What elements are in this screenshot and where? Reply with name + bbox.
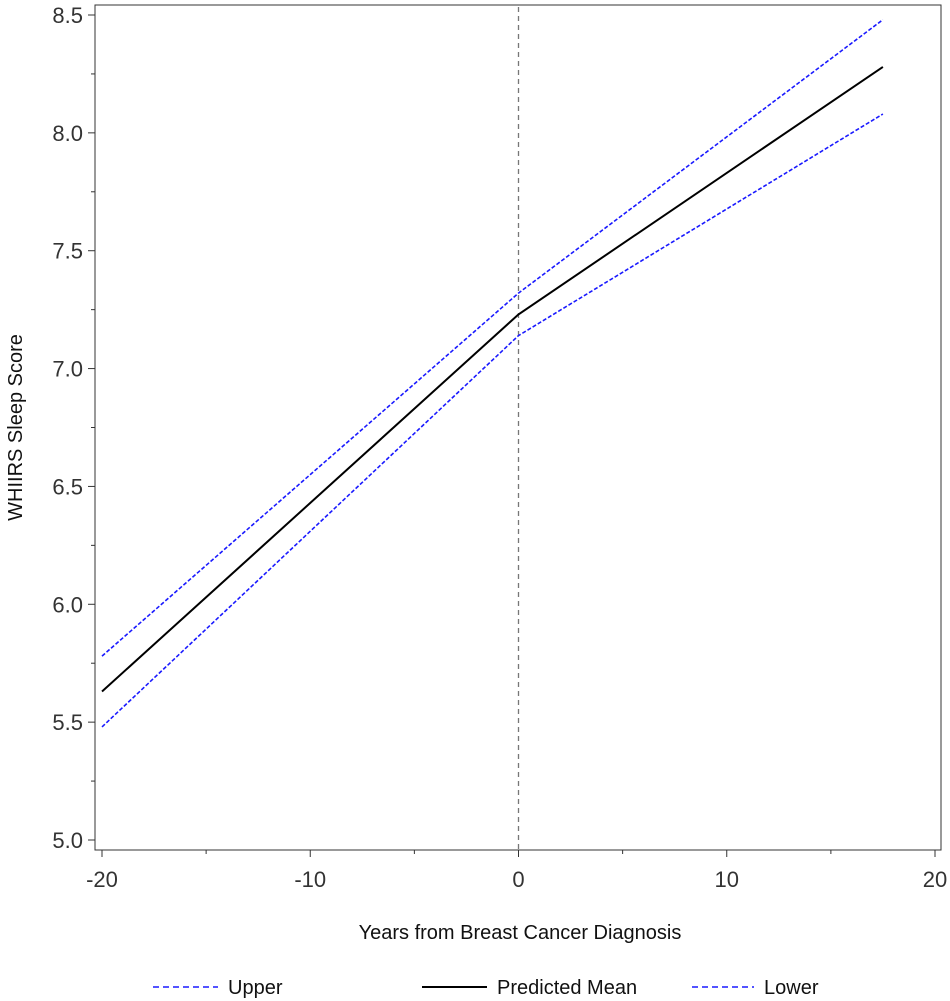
x-axis-title: Years from Breast Cancer Diagnosis — [359, 922, 682, 944]
y-tick-label: 8.5 — [52, 3, 83, 28]
y-tick-label: 6.5 — [52, 474, 83, 499]
series-layer — [101, 19, 884, 728]
x-tick-label: 10 — [715, 867, 739, 892]
y-tick-label: 5.5 — [52, 710, 83, 735]
y-tick-label: 7.0 — [52, 357, 83, 382]
y-axis: 5.0 5.5 6.0 6.5 7.0 7.5 8.0 8.5 — [52, 3, 95, 853]
series-line-1 — [101, 19, 884, 657]
legend-label-1: Upper — [228, 977, 283, 999]
x-tick-label: 20 — [923, 867, 947, 892]
y-tick-label: 5.0 — [52, 828, 83, 853]
legend-label-3: Lower — [764, 977, 819, 999]
x-tick-label: 0 — [512, 867, 524, 892]
x-axis: -20 -10 0 10 20 — [86, 850, 947, 892]
series-line-3 — [101, 113, 884, 728]
legend-label-2: Predicted Mean — [497, 977, 637, 999]
legend: Upper Predicted Mean Lower — [153, 977, 819, 999]
y-axis-title: WHIIRS Sleep Score — [5, 334, 27, 521]
x-tick-label: -20 — [86, 867, 118, 892]
x-tick-label: -10 — [294, 867, 326, 892]
plot-frame — [94, 4, 942, 851]
y-tick-label: 7.5 — [52, 239, 83, 264]
y-tick-label: 6.0 — [52, 592, 83, 617]
series-line-2 — [101, 66, 884, 693]
y-tick-label: 8.0 — [52, 121, 83, 146]
